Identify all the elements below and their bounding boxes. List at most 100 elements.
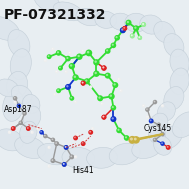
Circle shape [139, 36, 140, 38]
Text: PF-07321332: PF-07321332 [4, 8, 106, 22]
Circle shape [131, 34, 133, 36]
Ellipse shape [110, 13, 132, 30]
Ellipse shape [153, 136, 172, 155]
Ellipse shape [0, 129, 23, 151]
Circle shape [40, 131, 42, 133]
Circle shape [17, 104, 21, 108]
Circle shape [106, 49, 108, 51]
Circle shape [153, 100, 157, 104]
Circle shape [142, 23, 144, 25]
Circle shape [64, 70, 68, 74]
Circle shape [146, 116, 148, 117]
Circle shape [90, 86, 91, 87]
Circle shape [131, 34, 133, 36]
Circle shape [89, 131, 91, 133]
Circle shape [120, 27, 126, 33]
Circle shape [9, 131, 10, 132]
Circle shape [134, 138, 137, 140]
Circle shape [14, 97, 15, 99]
Circle shape [48, 55, 50, 57]
Circle shape [47, 54, 52, 59]
Circle shape [167, 146, 169, 148]
Circle shape [82, 142, 84, 144]
Circle shape [81, 141, 86, 146]
Circle shape [94, 72, 97, 74]
Circle shape [110, 94, 112, 97]
Circle shape [143, 105, 144, 106]
Circle shape [47, 146, 51, 149]
Circle shape [14, 101, 15, 102]
Circle shape [153, 138, 157, 142]
Circle shape [75, 101, 76, 102]
Circle shape [58, 66, 63, 70]
Circle shape [105, 73, 111, 79]
Circle shape [146, 108, 148, 110]
Circle shape [19, 122, 21, 123]
Ellipse shape [164, 87, 184, 110]
Circle shape [66, 57, 68, 59]
Circle shape [51, 138, 55, 142]
Text: His41: His41 [72, 166, 93, 175]
Circle shape [141, 22, 146, 27]
Circle shape [54, 94, 55, 95]
Ellipse shape [154, 126, 182, 150]
Ellipse shape [0, 79, 19, 97]
Circle shape [81, 81, 86, 86]
Ellipse shape [154, 21, 175, 43]
Circle shape [101, 115, 106, 120]
Circle shape [77, 133, 78, 134]
Circle shape [100, 102, 104, 106]
Circle shape [48, 165, 49, 167]
Circle shape [125, 20, 132, 26]
Circle shape [111, 43, 116, 48]
Circle shape [76, 53, 83, 60]
Circle shape [150, 119, 152, 121]
Circle shape [161, 142, 163, 144]
Ellipse shape [37, 143, 70, 165]
Ellipse shape [157, 102, 175, 121]
Circle shape [139, 36, 140, 38]
Circle shape [55, 70, 58, 74]
Circle shape [98, 96, 101, 99]
Circle shape [62, 162, 67, 167]
Circle shape [154, 101, 155, 102]
Circle shape [82, 50, 83, 51]
Circle shape [156, 122, 161, 127]
Circle shape [161, 104, 164, 108]
Circle shape [132, 136, 140, 144]
Circle shape [36, 127, 40, 130]
Ellipse shape [53, 2, 83, 21]
Circle shape [101, 65, 107, 71]
Circle shape [30, 131, 34, 134]
Circle shape [121, 28, 123, 31]
Circle shape [115, 36, 118, 38]
Ellipse shape [95, 11, 117, 28]
Circle shape [102, 116, 104, 118]
Circle shape [53, 93, 57, 96]
Circle shape [92, 128, 93, 129]
Circle shape [44, 60, 46, 61]
Ellipse shape [76, 8, 102, 26]
Circle shape [138, 36, 142, 40]
Circle shape [121, 29, 123, 31]
Ellipse shape [140, 15, 163, 34]
Circle shape [63, 163, 65, 165]
Circle shape [142, 104, 145, 108]
Circle shape [89, 85, 92, 89]
Ellipse shape [10, 49, 31, 80]
Circle shape [18, 105, 19, 106]
Circle shape [130, 137, 133, 140]
Circle shape [13, 100, 17, 104]
Circle shape [73, 136, 78, 140]
Circle shape [77, 55, 80, 57]
Circle shape [39, 130, 44, 135]
Circle shape [93, 70, 100, 77]
Circle shape [85, 50, 92, 56]
Circle shape [56, 50, 61, 56]
Circle shape [85, 79, 88, 82]
Ellipse shape [148, 125, 165, 143]
Ellipse shape [172, 112, 189, 138]
Circle shape [112, 106, 114, 108]
Circle shape [117, 129, 119, 131]
Ellipse shape [23, 106, 41, 128]
